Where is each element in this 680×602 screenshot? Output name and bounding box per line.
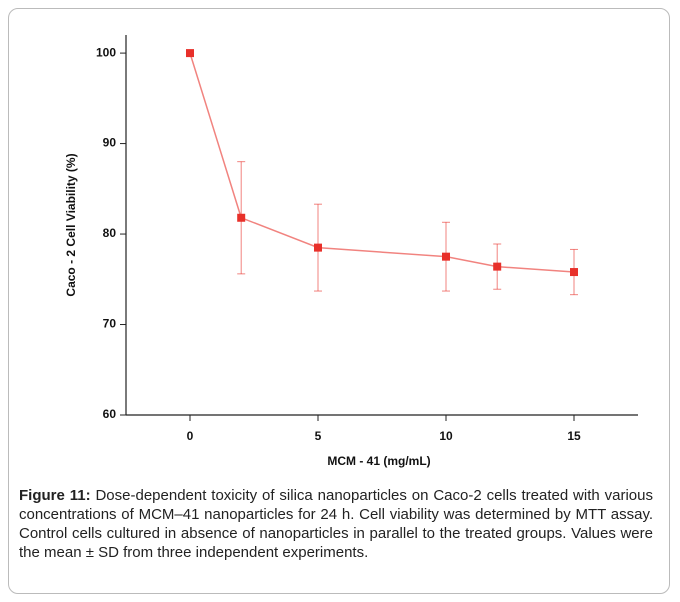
- x-tick-label: 15: [567, 429, 581, 443]
- chart: MCM - 41 (mg/mL) Caco - 2 Cell Viability…: [64, 35, 638, 468]
- data-point: [314, 243, 322, 252]
- caption: Figure 11: Dose-dependent toxicity of si…: [19, 486, 653, 562]
- caption-label: Figure 11:: [19, 487, 91, 504]
- figure-frame: [8, 8, 670, 594]
- data-line: [189, 52, 575, 273]
- y-tick-label: 80: [103, 226, 117, 240]
- data-point: [186, 49, 194, 58]
- y-tick-label: 90: [103, 136, 117, 150]
- y-tick-label: 60: [103, 407, 117, 421]
- y-axis-label: Caco - 2 Cell Viability (%): [64, 153, 78, 296]
- data-point: [442, 252, 450, 261]
- x-tick-label: 5: [315, 429, 322, 443]
- data-point: [570, 268, 578, 277]
- x-axis-label: MCM - 41 (mg/mL): [327, 454, 430, 468]
- y-tick-label: 70: [103, 317, 117, 331]
- x-tick-label: 0: [187, 429, 194, 443]
- caption-text: Dose-dependent toxicity of silica nanopa…: [19, 487, 653, 561]
- data-point: [237, 213, 246, 222]
- y-tick-label: 100: [96, 45, 116, 59]
- x-tick-label: 10: [439, 429, 453, 443]
- data-point: [493, 262, 502, 271]
